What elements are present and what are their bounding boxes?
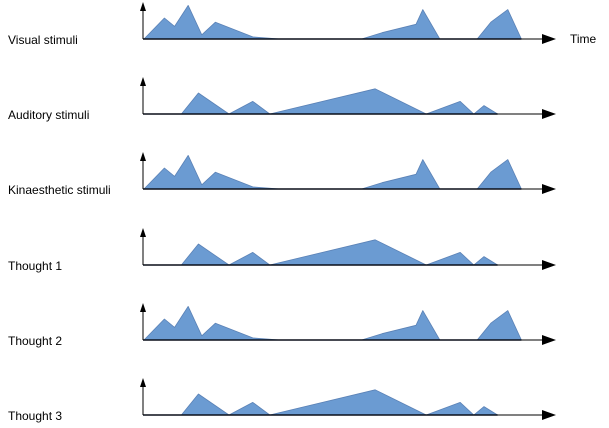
time-axis-arrow [542, 34, 556, 44]
row-label: Thought 2 [8, 334, 62, 348]
time-axis-arrow [542, 109, 556, 119]
row-label: Kinaesthetic stimuli [8, 183, 111, 197]
time-axis-arrow [542, 335, 556, 345]
y-axis-arrow [140, 228, 146, 237]
y-axis-arrow [140, 152, 146, 161]
activity-area [143, 239, 499, 266]
y-axis-arrow [140, 2, 146, 11]
y-axis-arrow [140, 77, 146, 86]
time-axis-arrow [542, 410, 556, 420]
activity-area [143, 88, 499, 115]
time-axis-arrow [542, 184, 556, 194]
timeline-row: Visual stimuli [8, 2, 556, 47]
activity-area [143, 5, 522, 40]
time-axis-label: Time [570, 32, 597, 46]
row-label: Thought 3 [8, 409, 62, 423]
timeline-row: Kinaesthetic stimuli [8, 152, 556, 197]
rows-group: Visual stimuli Auditory stimuli Kinaesthet… [8, 2, 556, 423]
timeline-row: Thought 3 [8, 378, 556, 423]
time-axis-arrow [542, 260, 556, 270]
row-label: Auditory stimuli [8, 108, 89, 122]
timeline-row: Auditory stimuli [8, 77, 556, 122]
timeline-row: Thought 2 [8, 303, 556, 348]
activity-area [143, 305, 522, 341]
timeline-row: Thought 1 [8, 228, 556, 273]
row-label: Visual stimuli [8, 33, 78, 47]
activity-area [143, 154, 522, 190]
y-axis-arrow [140, 303, 146, 312]
activity-area [143, 389, 499, 416]
row-label: Thought 1 [8, 259, 62, 273]
y-axis-arrow [140, 378, 146, 387]
